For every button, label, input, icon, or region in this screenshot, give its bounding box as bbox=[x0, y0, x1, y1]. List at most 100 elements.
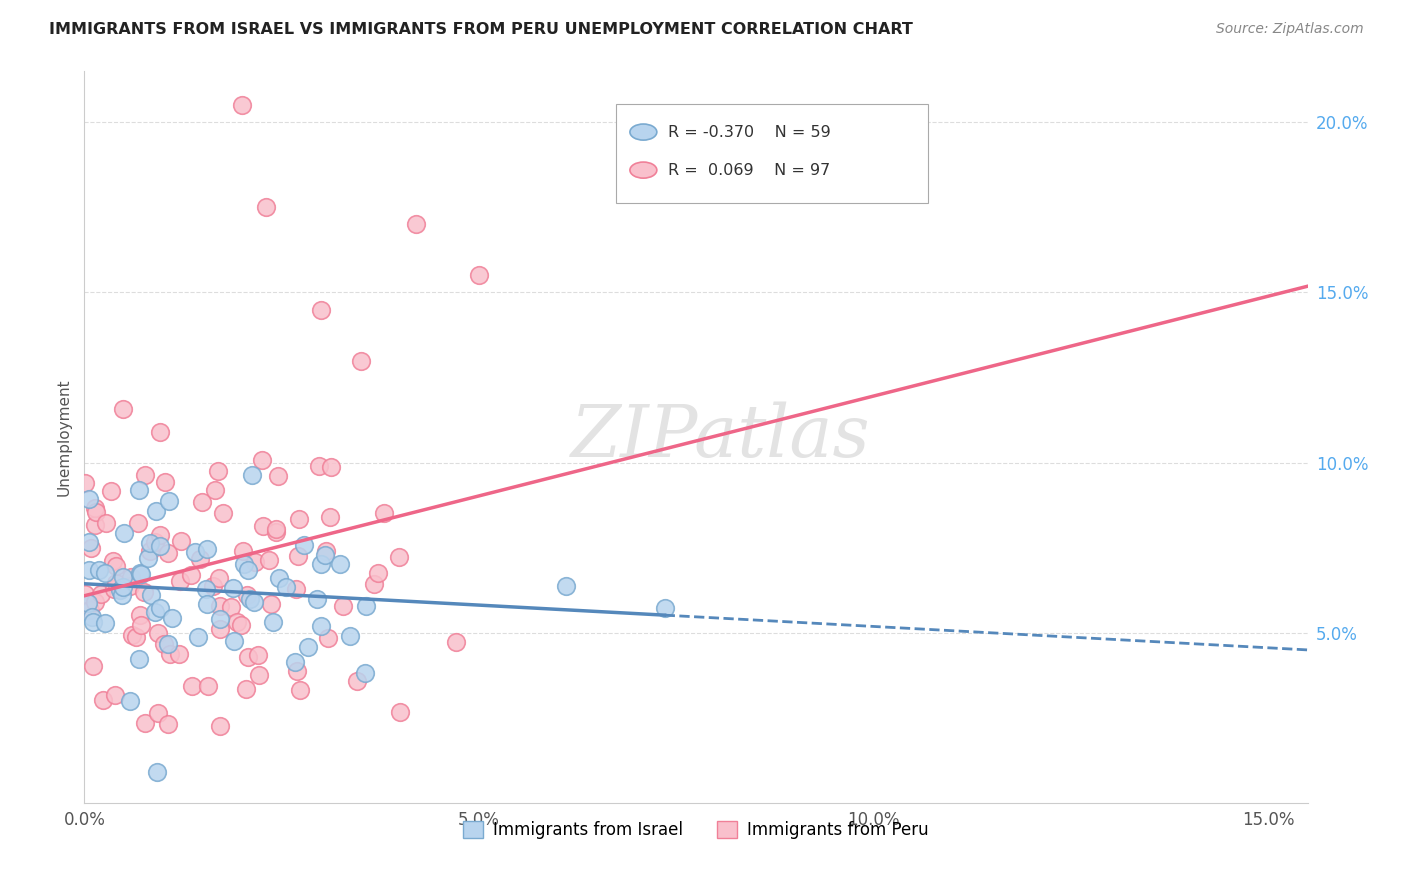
Text: R = -0.370    N = 59: R = -0.370 N = 59 bbox=[668, 125, 831, 139]
Point bbox=[204, 483, 226, 497]
Point bbox=[195, 582, 218, 597]
Circle shape bbox=[630, 124, 657, 140]
Point bbox=[128, 483, 150, 498]
Point bbox=[157, 546, 180, 560]
Point bbox=[309, 302, 332, 317]
Point bbox=[82, 659, 104, 673]
Point bbox=[287, 549, 309, 563]
Point bbox=[235, 682, 257, 697]
Point bbox=[83, 501, 105, 516]
Point bbox=[367, 566, 389, 580]
Point bbox=[208, 571, 231, 585]
Point bbox=[83, 518, 105, 533]
Point bbox=[188, 552, 211, 566]
Point bbox=[233, 557, 256, 571]
Point bbox=[143, 605, 166, 619]
Point bbox=[159, 493, 181, 508]
Point bbox=[267, 469, 290, 483]
Point bbox=[96, 516, 118, 530]
Point bbox=[195, 542, 218, 557]
Point bbox=[252, 453, 274, 467]
Point bbox=[184, 545, 207, 559]
Bar bbox=[616, 104, 928, 203]
Point bbox=[170, 533, 193, 548]
Point bbox=[77, 492, 100, 507]
Point bbox=[155, 475, 177, 490]
Point bbox=[152, 637, 174, 651]
Point bbox=[243, 595, 266, 609]
Point bbox=[264, 524, 287, 539]
Point bbox=[311, 557, 333, 571]
Point bbox=[285, 582, 308, 596]
Point bbox=[125, 630, 148, 644]
Point bbox=[127, 516, 149, 530]
Point bbox=[389, 705, 412, 719]
Point bbox=[284, 655, 307, 669]
Point bbox=[252, 519, 274, 533]
Point bbox=[222, 633, 245, 648]
Point bbox=[349, 353, 371, 368]
Point bbox=[112, 580, 135, 594]
Point bbox=[339, 629, 361, 643]
Point bbox=[131, 618, 153, 632]
Y-axis label: Unemployment: Unemployment bbox=[56, 378, 72, 496]
Point bbox=[143, 535, 166, 549]
Point bbox=[288, 683, 311, 698]
Point bbox=[232, 544, 254, 558]
Point bbox=[111, 588, 134, 602]
Point bbox=[149, 539, 172, 553]
Point bbox=[160, 611, 183, 625]
Text: ZIPatlas: ZIPatlas bbox=[571, 401, 870, 473]
Point bbox=[77, 563, 100, 577]
Point bbox=[73, 587, 96, 601]
Point bbox=[260, 597, 283, 611]
Point bbox=[149, 601, 172, 615]
Point bbox=[73, 475, 96, 490]
Point bbox=[129, 607, 152, 622]
Point bbox=[134, 468, 156, 483]
Point bbox=[363, 577, 385, 591]
Point bbox=[288, 511, 311, 525]
Point bbox=[138, 536, 160, 550]
Point bbox=[159, 647, 181, 661]
Point bbox=[120, 570, 142, 584]
Point bbox=[354, 599, 377, 613]
Point bbox=[104, 576, 127, 591]
Point bbox=[80, 541, 103, 555]
Point bbox=[219, 600, 242, 615]
Point bbox=[101, 554, 124, 568]
Point bbox=[139, 588, 162, 602]
Point bbox=[208, 611, 231, 625]
Point bbox=[319, 460, 342, 475]
Point bbox=[287, 664, 309, 678]
Point bbox=[309, 619, 332, 633]
Point bbox=[247, 667, 270, 681]
Point bbox=[292, 538, 315, 552]
Point bbox=[146, 706, 169, 721]
Point bbox=[231, 98, 253, 112]
Point bbox=[94, 566, 117, 580]
Point bbox=[120, 579, 142, 593]
Point bbox=[93, 693, 115, 707]
Point bbox=[134, 716, 156, 731]
Text: IMMIGRANTS FROM ISRAEL VS IMMIGRANTS FROM PERU UNEMPLOYMENT CORRELATION CHART: IMMIGRANTS FROM ISRAEL VS IMMIGRANTS FRO… bbox=[49, 22, 912, 37]
Point bbox=[149, 528, 172, 542]
Legend: Immigrants from Israel, Immigrants from Peru: Immigrants from Israel, Immigrants from … bbox=[457, 814, 935, 846]
Point bbox=[207, 464, 229, 478]
Point bbox=[329, 557, 352, 571]
Point bbox=[132, 585, 155, 599]
Point bbox=[100, 484, 122, 499]
Point bbox=[246, 648, 269, 662]
Point bbox=[180, 679, 202, 693]
Point bbox=[103, 582, 125, 596]
Point bbox=[145, 765, 167, 780]
Point bbox=[468, 268, 491, 283]
Point bbox=[555, 579, 578, 593]
Point bbox=[180, 567, 202, 582]
Point bbox=[274, 580, 297, 594]
Point bbox=[201, 579, 224, 593]
Point bbox=[139, 543, 162, 558]
Point bbox=[94, 615, 117, 630]
Point bbox=[297, 640, 319, 654]
Point bbox=[195, 597, 218, 611]
